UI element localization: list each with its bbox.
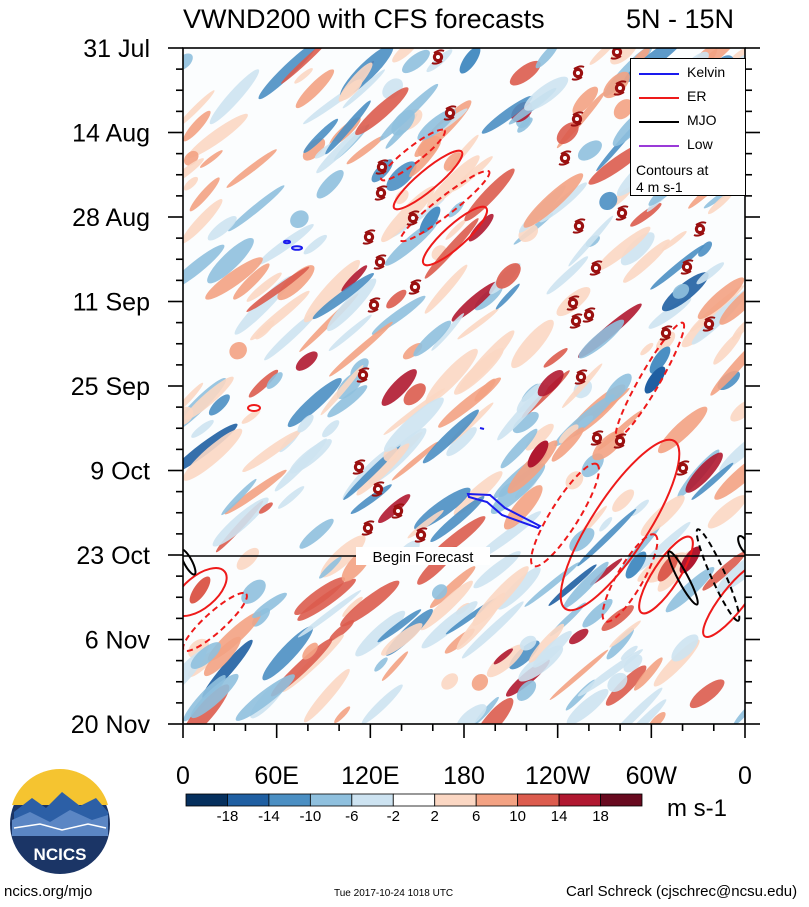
colorbar-label: 14 (550, 808, 568, 825)
colorbar-label: -6 (345, 808, 359, 825)
chart-region: 5N - 15N (626, 4, 735, 34)
footer-timestamp: Tue 2017-10-24 1018 UTC (334, 888, 454, 899)
y-tick-label: 31 Jul (83, 35, 150, 63)
legend-note-line2: 4 m s-1 (636, 179, 683, 195)
legend: Kelvin ER MJO Low Contours at 4 m s-1 (630, 58, 746, 196)
logo-text: NCICS (34, 845, 87, 864)
legend-item-low: Low (631, 136, 747, 156)
y-tick-label: 6 Nov (85, 627, 151, 655)
footer-url[interactable]: ncics.org/mjo (4, 883, 93, 900)
colorbar-units: m s-1 (667, 795, 727, 822)
x-tick-label: 0 (738, 762, 752, 790)
legend-item-mjo: MJO (631, 112, 747, 132)
mjo-contours (183, 528, 745, 622)
colorbar-swatch (600, 793, 643, 807)
colorbar-swatch (185, 793, 228, 807)
colorbar-swatch (227, 793, 270, 807)
colorbar-label: 2 (430, 808, 439, 825)
colorbar-swatch (392, 793, 436, 807)
colorbar-swatch (351, 793, 394, 807)
legend-label: Low (687, 136, 713, 152)
x-tick-label: 180 (443, 762, 485, 790)
colorbar-swatch (558, 793, 601, 807)
x-tick-label: 120E (341, 762, 399, 790)
ncics-logo (10, 769, 110, 874)
colorbar-label: -14 (258, 808, 280, 825)
y-tick-label: 14 Aug (72, 120, 150, 148)
colorbar (185, 793, 643, 807)
kelvin-contours (283, 239, 542, 530)
y-tick-label: 25 Sep (71, 373, 150, 401)
wind-anomaly-shading (183, 48, 745, 724)
legend-note: Contours at 4 m s-1 (636, 162, 708, 196)
y-tick-label: 9 Oct (90, 458, 150, 486)
x-axis-labels: 0 60E 120E 180 120W 60W 0 (176, 762, 752, 790)
y-tick-label: 20 Nov (71, 711, 151, 739)
legend-item-er: ER (631, 88, 747, 108)
forecast-label: Begin Forecast (373, 549, 475, 566)
y-tick-label: 28 Aug (72, 204, 150, 232)
colorbar-swatch (434, 793, 477, 807)
x-tick-label: 120W (525, 762, 591, 790)
footer-author: Carl Schreck (cjschrec@ncsu.edu) (566, 883, 798, 900)
legend-note-line1: Contours at (636, 162, 709, 178)
legend-item-kelvin: Kelvin (631, 64, 747, 84)
y-axis-labels: 31 Jul 14 Aug 28 Aug 11 Sep 25 Sep 9 Oct 23 Oc… (71, 35, 151, 739)
colorbar-swatch (475, 793, 519, 807)
x-tick-label: 60W (626, 762, 678, 790)
y-tick-label: 11 Sep (73, 289, 150, 317)
x-tick-label: 60E (254, 762, 298, 790)
colorbar-swatch (309, 793, 353, 807)
colorbar-label: -2 (386, 808, 400, 825)
axis-ticks (168, 47, 760, 738)
colorbar-swatch (517, 793, 560, 807)
chart-title: VWND200 with CFS forecasts (183, 4, 545, 34)
colorbar-swatch (268, 793, 311, 807)
legend-label: MJO (687, 112, 717, 128)
er-contours (183, 128, 745, 653)
legend-label: ER (687, 88, 707, 104)
colorbar-label: -10 (299, 808, 322, 825)
colorbar-label: 10 (509, 808, 526, 825)
colorbar-label: -18 (216, 808, 239, 825)
colorbar-label: 18 (592, 808, 609, 825)
legend-label: Kelvin (687, 64, 726, 80)
y-tick-label: 23 Oct (76, 542, 150, 570)
colorbar-label: 6 (472, 808, 481, 825)
x-tick-label: 0 (176, 762, 190, 790)
